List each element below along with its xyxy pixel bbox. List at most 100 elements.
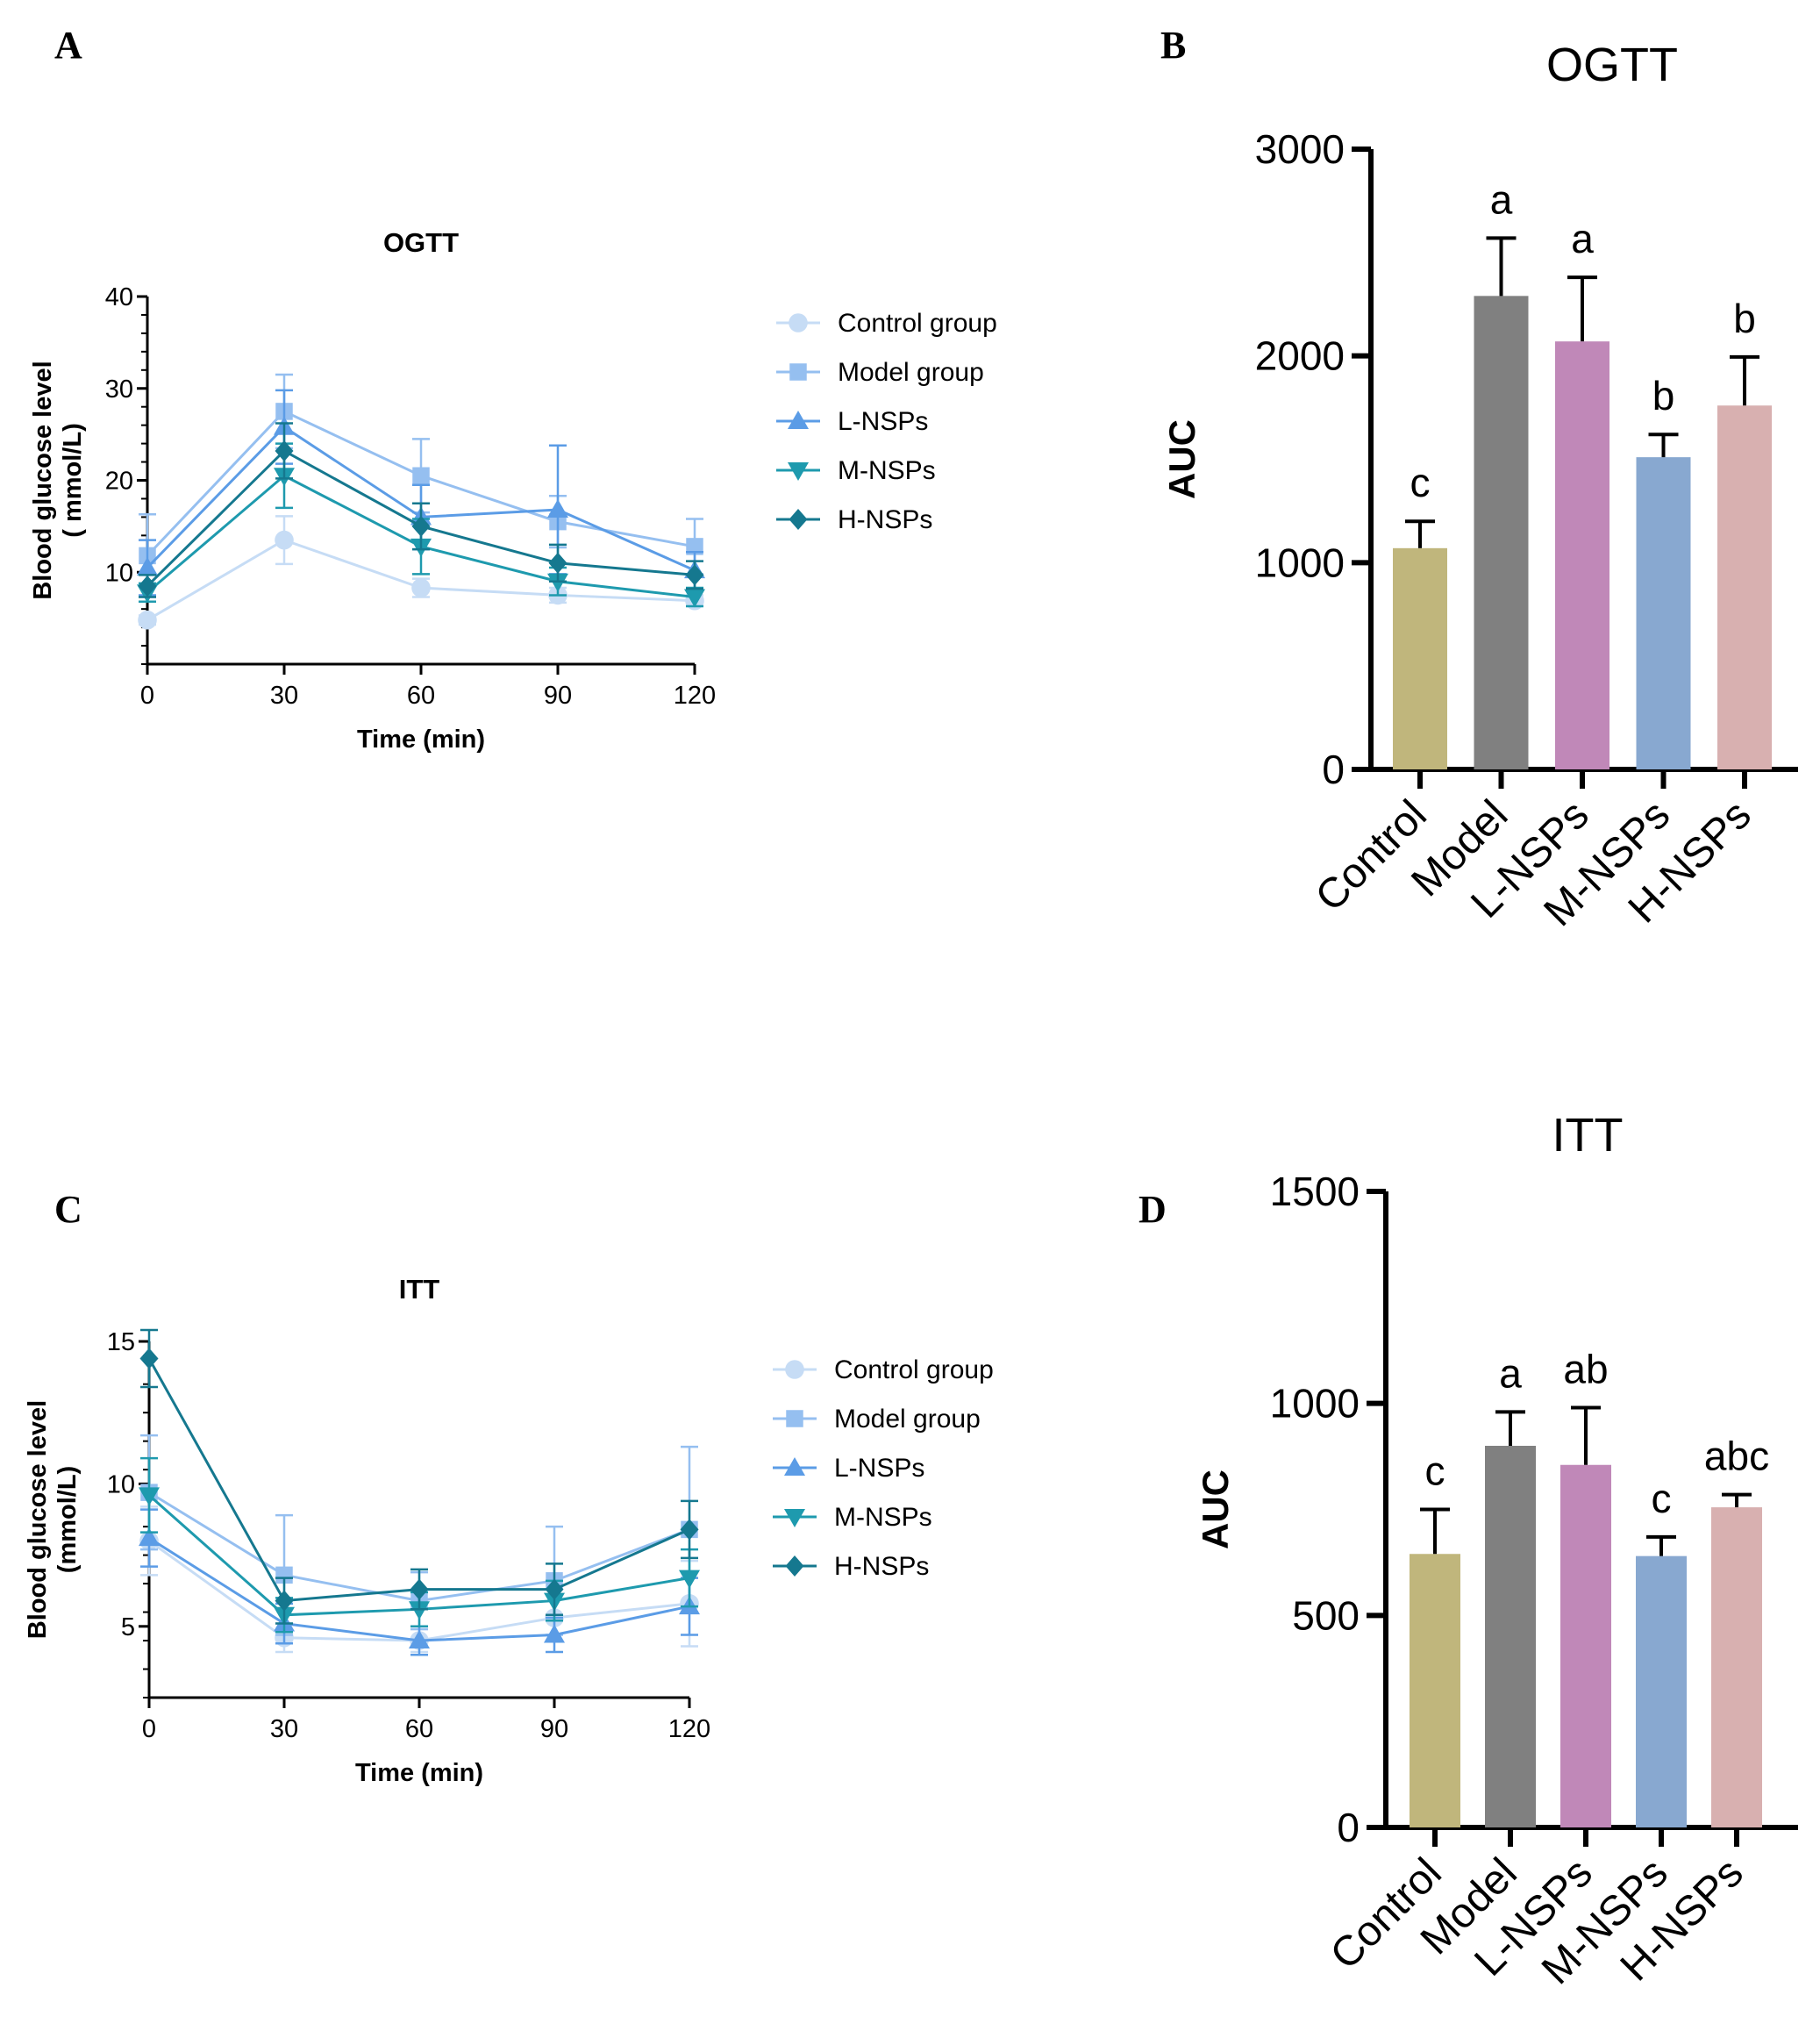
x-axis-label: Time (min): [357, 726, 485, 754]
legend-item: H-NSPs: [773, 1552, 929, 1581]
legend-marker: [786, 1410, 803, 1427]
x-tick-label: 30: [270, 1715, 298, 1743]
data-point: [275, 1566, 293, 1584]
legend-label: Control group: [834, 1355, 994, 1384]
data-point: [684, 589, 705, 608]
data-point: [409, 1601, 430, 1620]
significance-letter: a: [1490, 176, 1513, 222]
y-axis-unit: ( mmol/L): [59, 423, 87, 538]
category-label: Control: [1307, 791, 1436, 920]
data-point: [139, 1527, 160, 1547]
y-tick-label: 5: [121, 1613, 135, 1641]
data-point: [686, 538, 703, 555]
chart-title: ITT: [1552, 1109, 1624, 1162]
significance-letter: b: [1733, 296, 1756, 341]
bar: [1636, 457, 1691, 769]
data-point: [412, 467, 430, 485]
data-point: [411, 515, 431, 537]
legend-label: Model group: [834, 1405, 981, 1434]
chart-title: OGTT: [1546, 39, 1678, 91]
legend-marker: [788, 462, 809, 481]
y-tick-label: 1500: [1270, 1169, 1360, 1214]
legend-item: L-NSPs: [776, 407, 928, 436]
significance-letter: c: [1652, 1476, 1672, 1521]
data-point: [411, 578, 431, 597]
bar: [1485, 1446, 1536, 1827]
x-tick-label: 120: [668, 1715, 710, 1743]
legend-label: M-NSPs: [838, 456, 936, 485]
y-tick-label: 2000: [1255, 333, 1345, 379]
data-point: [139, 1348, 159, 1369]
bar: [1474, 296, 1529, 769]
x-tick-label: 60: [407, 682, 435, 710]
y-tick-label: 30: [105, 375, 133, 404]
bar: [1393, 547, 1447, 769]
significance-letter: c: [1410, 460, 1431, 505]
data-point: [138, 610, 157, 630]
bar: [1410, 1554, 1460, 1827]
legend-marker: [784, 1457, 805, 1476]
legend-item: L-NSPs: [773, 1454, 924, 1483]
legend-item: M-NSPs: [776, 456, 936, 485]
data-point: [545, 1578, 564, 1600]
data-point: [547, 573, 568, 592]
data-point: [410, 1578, 429, 1600]
series-h-nsps: [139, 1328, 699, 1625]
y-axis-label: AUC: [1195, 1470, 1236, 1549]
panel-letter-a: A: [54, 24, 82, 67]
data-point: [137, 557, 158, 576]
legend-item: Control group: [776, 309, 997, 338]
significance-letter: b: [1652, 373, 1675, 418]
legend-item: H-NSPs: [776, 505, 932, 534]
chart-title: ITT: [399, 1274, 440, 1305]
legend-marker: [784, 1509, 805, 1527]
legend: Control group Model group L-NSPs M-NSPs H-NS…: [773, 1355, 994, 1581]
y-tick-label: 0: [1337, 1805, 1360, 1850]
significance-letter: a: [1499, 1350, 1522, 1396]
y-tick-label: 20: [105, 468, 133, 496]
itt-line-chart: ITT 5 10 15 0 30 60 90 120 Time (min) Blood glucos…: [24, 1274, 994, 1787]
significance-letter: ab: [1563, 1347, 1608, 1392]
legend-marker: [785, 1360, 804, 1379]
y-tick-label: 3000: [1255, 126, 1345, 172]
x-tick-label: 90: [540, 1715, 568, 1743]
data-point: [275, 440, 294, 461]
legend-marker: [788, 411, 809, 429]
legend-label: L-NSPs: [838, 407, 928, 436]
data-point: [138, 575, 157, 597]
bar: [1555, 341, 1609, 769]
panel-letter-d: D: [1138, 1188, 1167, 1231]
x-tick-label: 30: [270, 682, 298, 710]
y-tick-label: 1000: [1255, 540, 1345, 585]
y-tick-label: 10: [105, 559, 133, 587]
y-tick-label: 500: [1292, 1592, 1360, 1638]
x-tick-label: 0: [140, 682, 154, 710]
legend-label: Control group: [838, 309, 997, 338]
panel-letter-b: B: [1160, 24, 1186, 67]
legend-label: H-NSPs: [838, 505, 932, 534]
legend-label: L-NSPs: [834, 1454, 924, 1483]
y-axis-label: AUC: [1161, 419, 1203, 499]
data-point: [409, 1630, 430, 1649]
panel-letter-c: C: [54, 1188, 82, 1231]
x-tick-label: 60: [405, 1715, 433, 1743]
legend: Control group Model group L-NSPs M-NSPs H-NS…: [776, 309, 997, 534]
x-tick-label: 0: [142, 1715, 156, 1743]
legend-item: Model group: [776, 358, 984, 387]
ogtt-line-chart: OGTT 10 20 30 40 0 30 60 90 120 Time (min) Blood gl…: [29, 227, 997, 754]
significance-letter: abc: [1704, 1434, 1769, 1479]
data-point: [139, 1487, 160, 1506]
legend-label: H-NSPs: [834, 1552, 929, 1581]
x-axis-label: Time (min): [355, 1759, 483, 1787]
y-tick-label: 0: [1322, 747, 1345, 792]
data-point: [275, 1590, 294, 1612]
legend-marker: [789, 509, 808, 530]
legend-item: M-NSPs: [773, 1503, 932, 1532]
y-tick-label: 40: [105, 283, 133, 311]
y-tick-label: 10: [107, 1470, 135, 1498]
y-axis-label: Blood glucose level: [24, 1400, 52, 1639]
x-tick-label: 120: [674, 682, 716, 710]
data-point: [547, 499, 568, 518]
